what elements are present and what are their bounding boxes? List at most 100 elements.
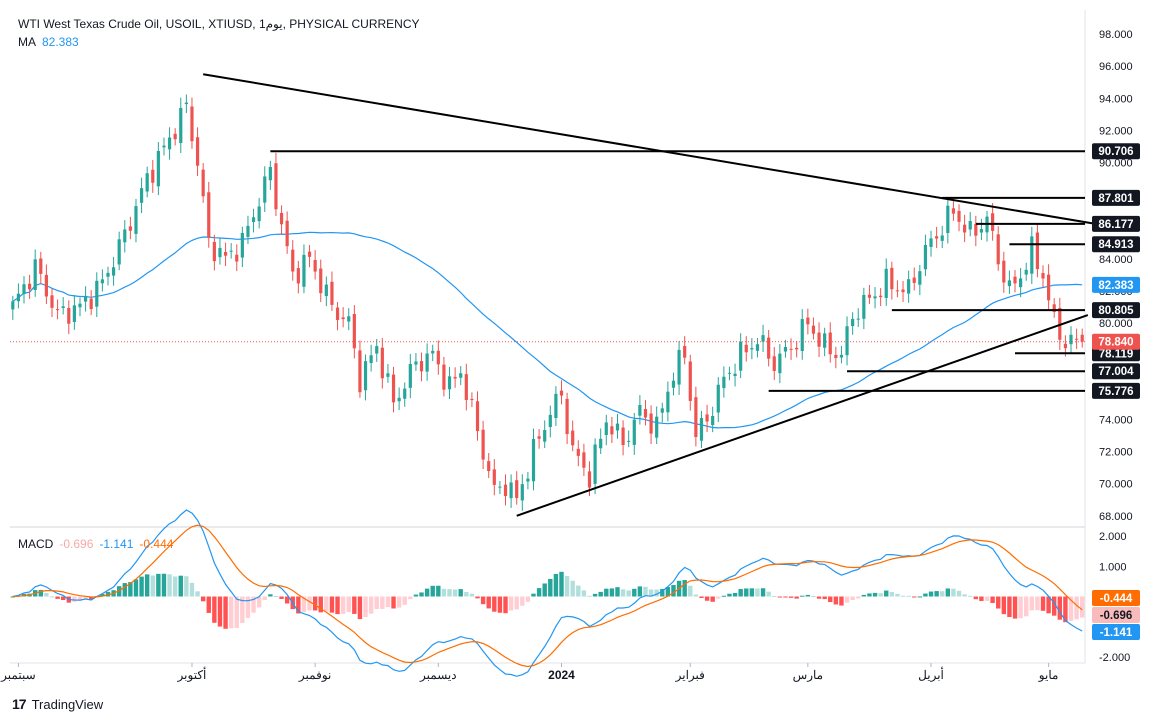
- macd-legend: MACD -0.696 -1.141 -0.444: [18, 537, 179, 551]
- candle-body: [582, 452, 586, 468]
- candle-body: [1069, 334, 1073, 345]
- candle-body: [951, 208, 956, 214]
- macd-histogram-bar: [430, 585, 435, 597]
- candle-body: [946, 205, 950, 234]
- candle-body: [722, 376, 726, 389]
- candle-body: [996, 234, 1000, 265]
- candle-body: [263, 176, 267, 203]
- macd-histogram-bar: [996, 596, 1001, 609]
- candle-body: [375, 346, 379, 354]
- candle-body: [257, 206, 261, 222]
- candle-body: [543, 430, 547, 442]
- macd-histogram-bar: [990, 596, 995, 603]
- level-tag-bg: [1092, 236, 1140, 253]
- macd-histogram-bar: [872, 592, 878, 597]
- candle-body: [453, 376, 457, 379]
- ma-legend: MA 82.383: [18, 35, 85, 49]
- candle-body: [862, 294, 866, 319]
- candle-body: [459, 373, 463, 378]
- macd-histogram-bar: [245, 596, 251, 618]
- macd-histogram-bar: [408, 596, 413, 600]
- macd-histogram-bar: [520, 596, 525, 606]
- level-tag-bg: [1092, 143, 1140, 160]
- candle-body: [341, 317, 345, 320]
- price-tick-label: 92.000: [1099, 125, 1133, 137]
- candle-body: [307, 251, 312, 257]
- candle-body: [750, 348, 754, 350]
- candle-body: [526, 478, 530, 482]
- candle-body: [918, 271, 922, 285]
- macd-histogram-bar: [1012, 596, 1018, 619]
- macd-histogram-bar: [284, 596, 290, 604]
- candle-body: [302, 254, 306, 287]
- macd-histogram-bar: [716, 596, 721, 599]
- candle-body: [1024, 269, 1028, 275]
- macd-histogram-bar: [228, 596, 234, 629]
- candle-body: [593, 444, 597, 484]
- macd-histogram-bar: [732, 592, 738, 597]
- candle-body: [179, 107, 183, 144]
- macd-histogram-bar: [441, 588, 447, 597]
- candle-body: [251, 217, 256, 222]
- macd-histogram-bar: [559, 571, 564, 597]
- candle-body: [27, 283, 32, 290]
- candle-body: [1035, 232, 1040, 270]
- level-tag: 77.004: [1098, 366, 1134, 378]
- candle-body: [229, 250, 233, 252]
- macd-histogram-bar: [828, 596, 833, 603]
- macd-histogram-bar: [514, 596, 519, 610]
- macd-histogram-bar: [1018, 596, 1023, 619]
- candle-body: [683, 346, 687, 358]
- macd-histogram-bar: [178, 575, 183, 597]
- time-tick-label: مايو: [1038, 668, 1059, 682]
- candle-body: [363, 361, 368, 391]
- current-price-tag: 78.840: [1098, 337, 1133, 349]
- macd-histogram-bar: [1063, 596, 1068, 623]
- macd-histogram-bar: [783, 596, 788, 598]
- ma-price-tag: 82.383: [1098, 280, 1133, 292]
- candle-body: [61, 306, 65, 308]
- macd-histogram-bar: [318, 596, 323, 613]
- candle-body: [811, 325, 816, 334]
- macd-histogram-bar: [469, 593, 475, 597]
- candle-body: [565, 398, 569, 435]
- horizontal-levels: [10, 150, 1085, 392]
- candle-body: [834, 354, 838, 359]
- macd-histogram-bar: [1029, 596, 1035, 611]
- macd-histogram-bar: [296, 596, 301, 614]
- candle-body: [537, 436, 541, 439]
- candle-body: [509, 482, 513, 499]
- macd-histogram-bar: [324, 596, 329, 612]
- candle-body: [498, 486, 502, 488]
- macd-histogram-bar: [744, 588, 749, 597]
- candle-body: [487, 461, 491, 472]
- macd-histogram-bar: [167, 574, 172, 597]
- time-tick-label: ديسمبر: [419, 668, 457, 682]
- candle-body: [285, 220, 289, 247]
- candle-body: [503, 484, 508, 497]
- macd-histogram-bar: [385, 596, 391, 608]
- candle-body: [851, 318, 855, 327]
- ma-legend-label: MA: [18, 35, 36, 49]
- macd-histogram-bar: [374, 596, 379, 610]
- macd-histogram-bar: [1007, 596, 1012, 618]
- candle-body: [431, 350, 435, 354]
- macd-histogram-bar: [1040, 596, 1046, 611]
- candle-body: [548, 414, 552, 427]
- candle-body: [761, 335, 765, 342]
- macd-histogram-bar: [710, 596, 715, 602]
- macd-histogram-bar: [884, 590, 889, 597]
- macd-histogram-bar: [525, 596, 531, 602]
- macd-histogram-bar: [536, 588, 542, 597]
- price-tick-label: 98.000: [1099, 29, 1133, 41]
- candle-body: [475, 401, 480, 432]
- macd-histogram-bar: [564, 576, 570, 597]
- candle-body: [576, 448, 580, 456]
- candle-body: [1013, 276, 1017, 284]
- candle-body: [319, 268, 323, 294]
- tradingview-brand[interactable]: 17 TradingView: [12, 696, 103, 712]
- macd-histogram-bar: [850, 596, 855, 601]
- candle-body: [419, 361, 424, 372]
- candle-body: [352, 313, 356, 349]
